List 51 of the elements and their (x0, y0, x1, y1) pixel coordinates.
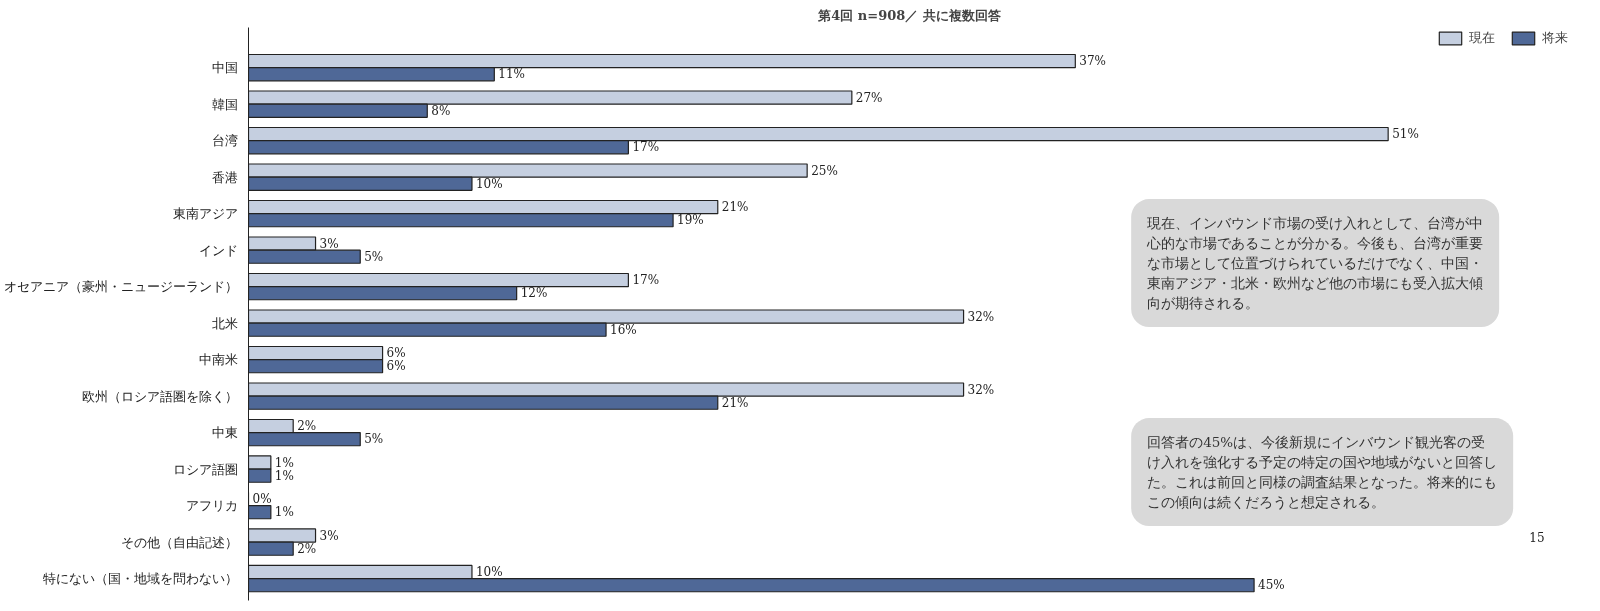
text: 15 (1529, 530, 1545, 545)
y-tick-label: ロシア語圏 (172, 461, 238, 477)
data-label: 8% (431, 103, 451, 118)
data-label: 3% (319, 236, 339, 251)
data-label: 11% (498, 67, 525, 82)
y-tick-label: 台湾 (211, 133, 238, 149)
annotation: 現在、インバウンド市場の受け入れとして、台湾が中心的な市場であることが分かる。今後も、台湾が重要な市場として位置づけられているだけでなく、中国・東南アジア・北米・欧州など他の市場にも受入拡大傾向が期待される。 (1146, 215, 1484, 312)
data-label: 2% (297, 541, 317, 556)
data-label: 19% (677, 213, 704, 228)
y-tick-label: 香港 (211, 169, 238, 185)
data-label: 16% (610, 322, 637, 337)
data-label: 51% (1392, 127, 1419, 142)
data-label: 25% (811, 163, 838, 178)
y-tick-label: 中南米 (198, 352, 238, 368)
data-label: 21% (721, 200, 749, 215)
data-label: 6% (386, 346, 406, 361)
data-label: 6% (386, 359, 406, 374)
data-label: 17% (632, 273, 660, 288)
data-label: 21% (721, 395, 749, 410)
y-tick-label: アフリカ (185, 498, 238, 514)
data-label: 0% (252, 492, 272, 507)
y-tick-label: オセアニア（豪州・ニュージーランド） (3, 279, 238, 295)
data-label: 3% (319, 528, 339, 543)
y-tick-label: 北米 (211, 315, 238, 331)
data-label: 27% (855, 90, 883, 105)
data-label: 10% (475, 176, 503, 191)
chart-title: 第4回 n=908／ 共に複数回答 (817, 7, 1001, 23)
y-tick-label: 欧州（ロシア語圏を除く） (81, 388, 238, 404)
data-label: 1% (274, 455, 294, 470)
data-label: 45% (1258, 578, 1285, 593)
legend-label: 現在 (1469, 29, 1495, 47)
y-tick-label: 韓国 (211, 96, 238, 112)
data-label: 1% (274, 468, 294, 483)
data-label: 10% (475, 565, 503, 580)
y-tick-label: 東南アジア (172, 206, 238, 222)
data-label: 2% (297, 419, 317, 434)
y-tick-label: その他（自由記述） (120, 534, 238, 550)
data-label: 32% (967, 309, 995, 324)
y-tick-label: インド (198, 242, 238, 258)
y-tick-label: 中東 (211, 425, 238, 441)
data-label: 37% (1079, 54, 1106, 69)
data-label: 17% (632, 140, 660, 155)
y-tick-label: 中国 (211, 60, 238, 76)
data-label: 12% (520, 286, 548, 301)
y-tick-label: 特にない（国・地域を問わない） (42, 571, 238, 587)
data-label: 1% (274, 505, 294, 520)
data-label: 32% (967, 382, 995, 397)
annotation: 回答者の45%は、今後新規にインバウンド観光客の受け入れを強化する予定の特定の国や地域がないと回答した。これは前回と同様の調査結果となった。将来的にもこの傾向は続くだろうと想定される。 (1147, 434, 1498, 511)
data-label: 5% (364, 432, 384, 447)
legend-label: 将来 (1542, 29, 1568, 47)
data-label: 5% (364, 249, 384, 264)
